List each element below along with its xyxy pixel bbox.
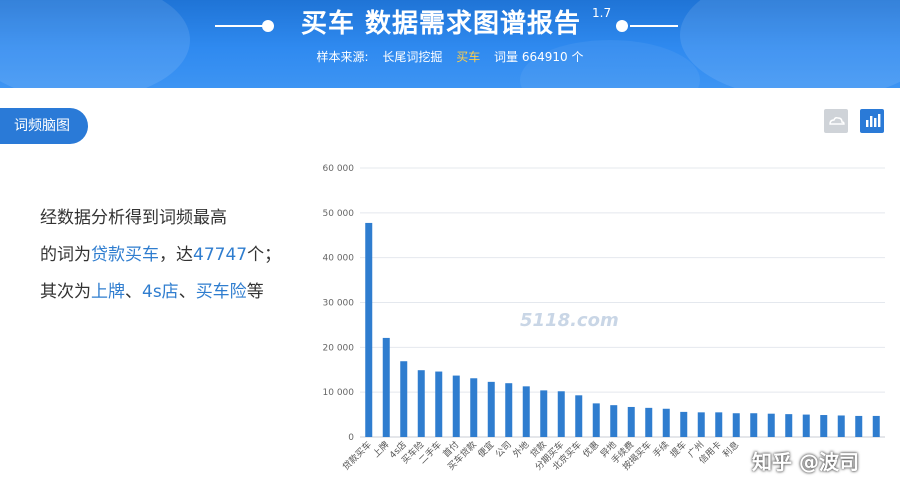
- summary-line-1: 经数据分析得到词频最高: [40, 200, 300, 237]
- author-credit: 知乎 @波司: [752, 450, 859, 474]
- y-tick-label: 60 000: [323, 164, 355, 174]
- bar: [820, 415, 828, 437]
- bar: [610, 405, 618, 437]
- bar: [540, 390, 548, 437]
- banner-decoration: [0, 0, 190, 88]
- word-cloud-icon[interactable]: [824, 109, 848, 133]
- x-tick-label: 提车: [668, 439, 689, 460]
- x-tick-label: 便宜: [475, 439, 496, 460]
- summary-text: 经数据分析得到词频最高 的词为贷款买车，达47747个； 其次为上牌、4s店、买…: [40, 200, 300, 311]
- summary-line-2: 的词为贷款买车，达47747个；: [40, 237, 300, 274]
- title-line-right: [630, 25, 678, 27]
- title-line-left: [215, 25, 263, 27]
- x-tick-label: 手续: [650, 439, 671, 460]
- bar: [487, 381, 495, 437]
- summary-line-1-text: 经数据分析得到词频最高: [40, 208, 227, 228]
- bar: [732, 413, 740, 437]
- bar: [627, 406, 635, 437]
- source-label: 样本来源:: [316, 50, 369, 64]
- summary-line-3: 其次为上牌、4s店、买车险等: [40, 274, 300, 311]
- site-watermark: 5118.com: [520, 310, 619, 331]
- separator: 、: [125, 282, 142, 302]
- x-tick-label: 贷款买车: [340, 439, 374, 473]
- bar: [382, 337, 390, 437]
- x-tick-label: 公司: [493, 439, 514, 460]
- bar-chart-icon[interactable]: [860, 109, 884, 133]
- bar: [680, 411, 688, 437]
- fourth-word: 买车险: [195, 282, 247, 302]
- bar: [470, 378, 478, 437]
- bar: [505, 383, 513, 437]
- bar: [400, 361, 408, 437]
- y-tick-label: 0: [348, 433, 354, 443]
- bar: [522, 386, 530, 437]
- bar-chart-icon-glyph: [866, 114, 881, 127]
- bar: [662, 408, 670, 437]
- bar: [837, 415, 845, 437]
- y-tick-label: 50 000: [323, 209, 355, 219]
- bar: [697, 412, 705, 437]
- x-tick-label: 上牌: [370, 439, 391, 460]
- bar: [435, 371, 443, 437]
- bar: [872, 415, 880, 437]
- keyword-label: 买车: [456, 50, 481, 64]
- bar: [365, 222, 373, 437]
- bar: [767, 413, 775, 437]
- title-dot-right: [616, 20, 628, 32]
- top-value: 47747: [193, 245, 248, 265]
- bar: [452, 375, 460, 437]
- title-row: 买车 数据需求图谱报告 1.7: [0, 4, 900, 44]
- bar: [785, 414, 793, 437]
- bar: [802, 414, 810, 437]
- report-title: 买车 数据需求图谱报告: [300, 9, 582, 39]
- source-name: 长尾词挖掘: [382, 50, 443, 64]
- volume-label: 词量 664910 个: [494, 50, 584, 64]
- x-tick-label: 外地: [510, 439, 531, 460]
- bar: [557, 391, 565, 437]
- report-subtitle: 样本来源: 长尾词挖掘 买车 词量 664910 个: [0, 48, 900, 65]
- top-word: 贷款买车: [91, 245, 159, 265]
- header-banner: 买车 数据需求图谱报告 1.7 样本来源: 长尾词挖掘 买车 词量 664910…: [0, 0, 900, 88]
- section-tab-word-frequency[interactable]: 词频脑图: [0, 108, 88, 144]
- bar: [645, 407, 653, 437]
- bar: [715, 412, 723, 437]
- summary-line-2-pre: 的词为: [40, 245, 91, 265]
- bar: [592, 403, 600, 437]
- word-frequency-bar-chart: 0 10 000 20 000 30 000 40 000 50 000 60 000 贷款买…: [323, 164, 885, 473]
- title-dot-left: [262, 20, 274, 32]
- summary-line-3-pre: 其次为: [40, 282, 91, 302]
- separator: 、: [178, 282, 196, 302]
- summary-line-3-post: 等: [246, 282, 264, 302]
- bar: [417, 370, 425, 437]
- y-tick-label: 30 000: [323, 299, 355, 309]
- bar: [750, 413, 758, 437]
- second-word: 上牌: [91, 282, 125, 302]
- banner-decoration: [680, 0, 900, 88]
- content-panel: [0, 88, 900, 500]
- bar: [575, 395, 583, 437]
- x-tick-label: 优惠: [580, 439, 601, 460]
- third-word: 4s店: [142, 282, 179, 302]
- word-cloud-icon-glyph: [829, 117, 845, 125]
- bar: [855, 415, 863, 437]
- y-tick-label: 10 000: [323, 388, 355, 398]
- x-tick-label: 利息: [720, 439, 741, 460]
- y-tick-label: 20 000: [323, 343, 355, 353]
- summary-line-2-post: 个；: [247, 245, 282, 265]
- version-label: 1.7: [592, 6, 612, 20]
- summary-line-2-mid: ，达: [159, 245, 193, 265]
- y-tick-label: 40 000: [323, 254, 355, 264]
